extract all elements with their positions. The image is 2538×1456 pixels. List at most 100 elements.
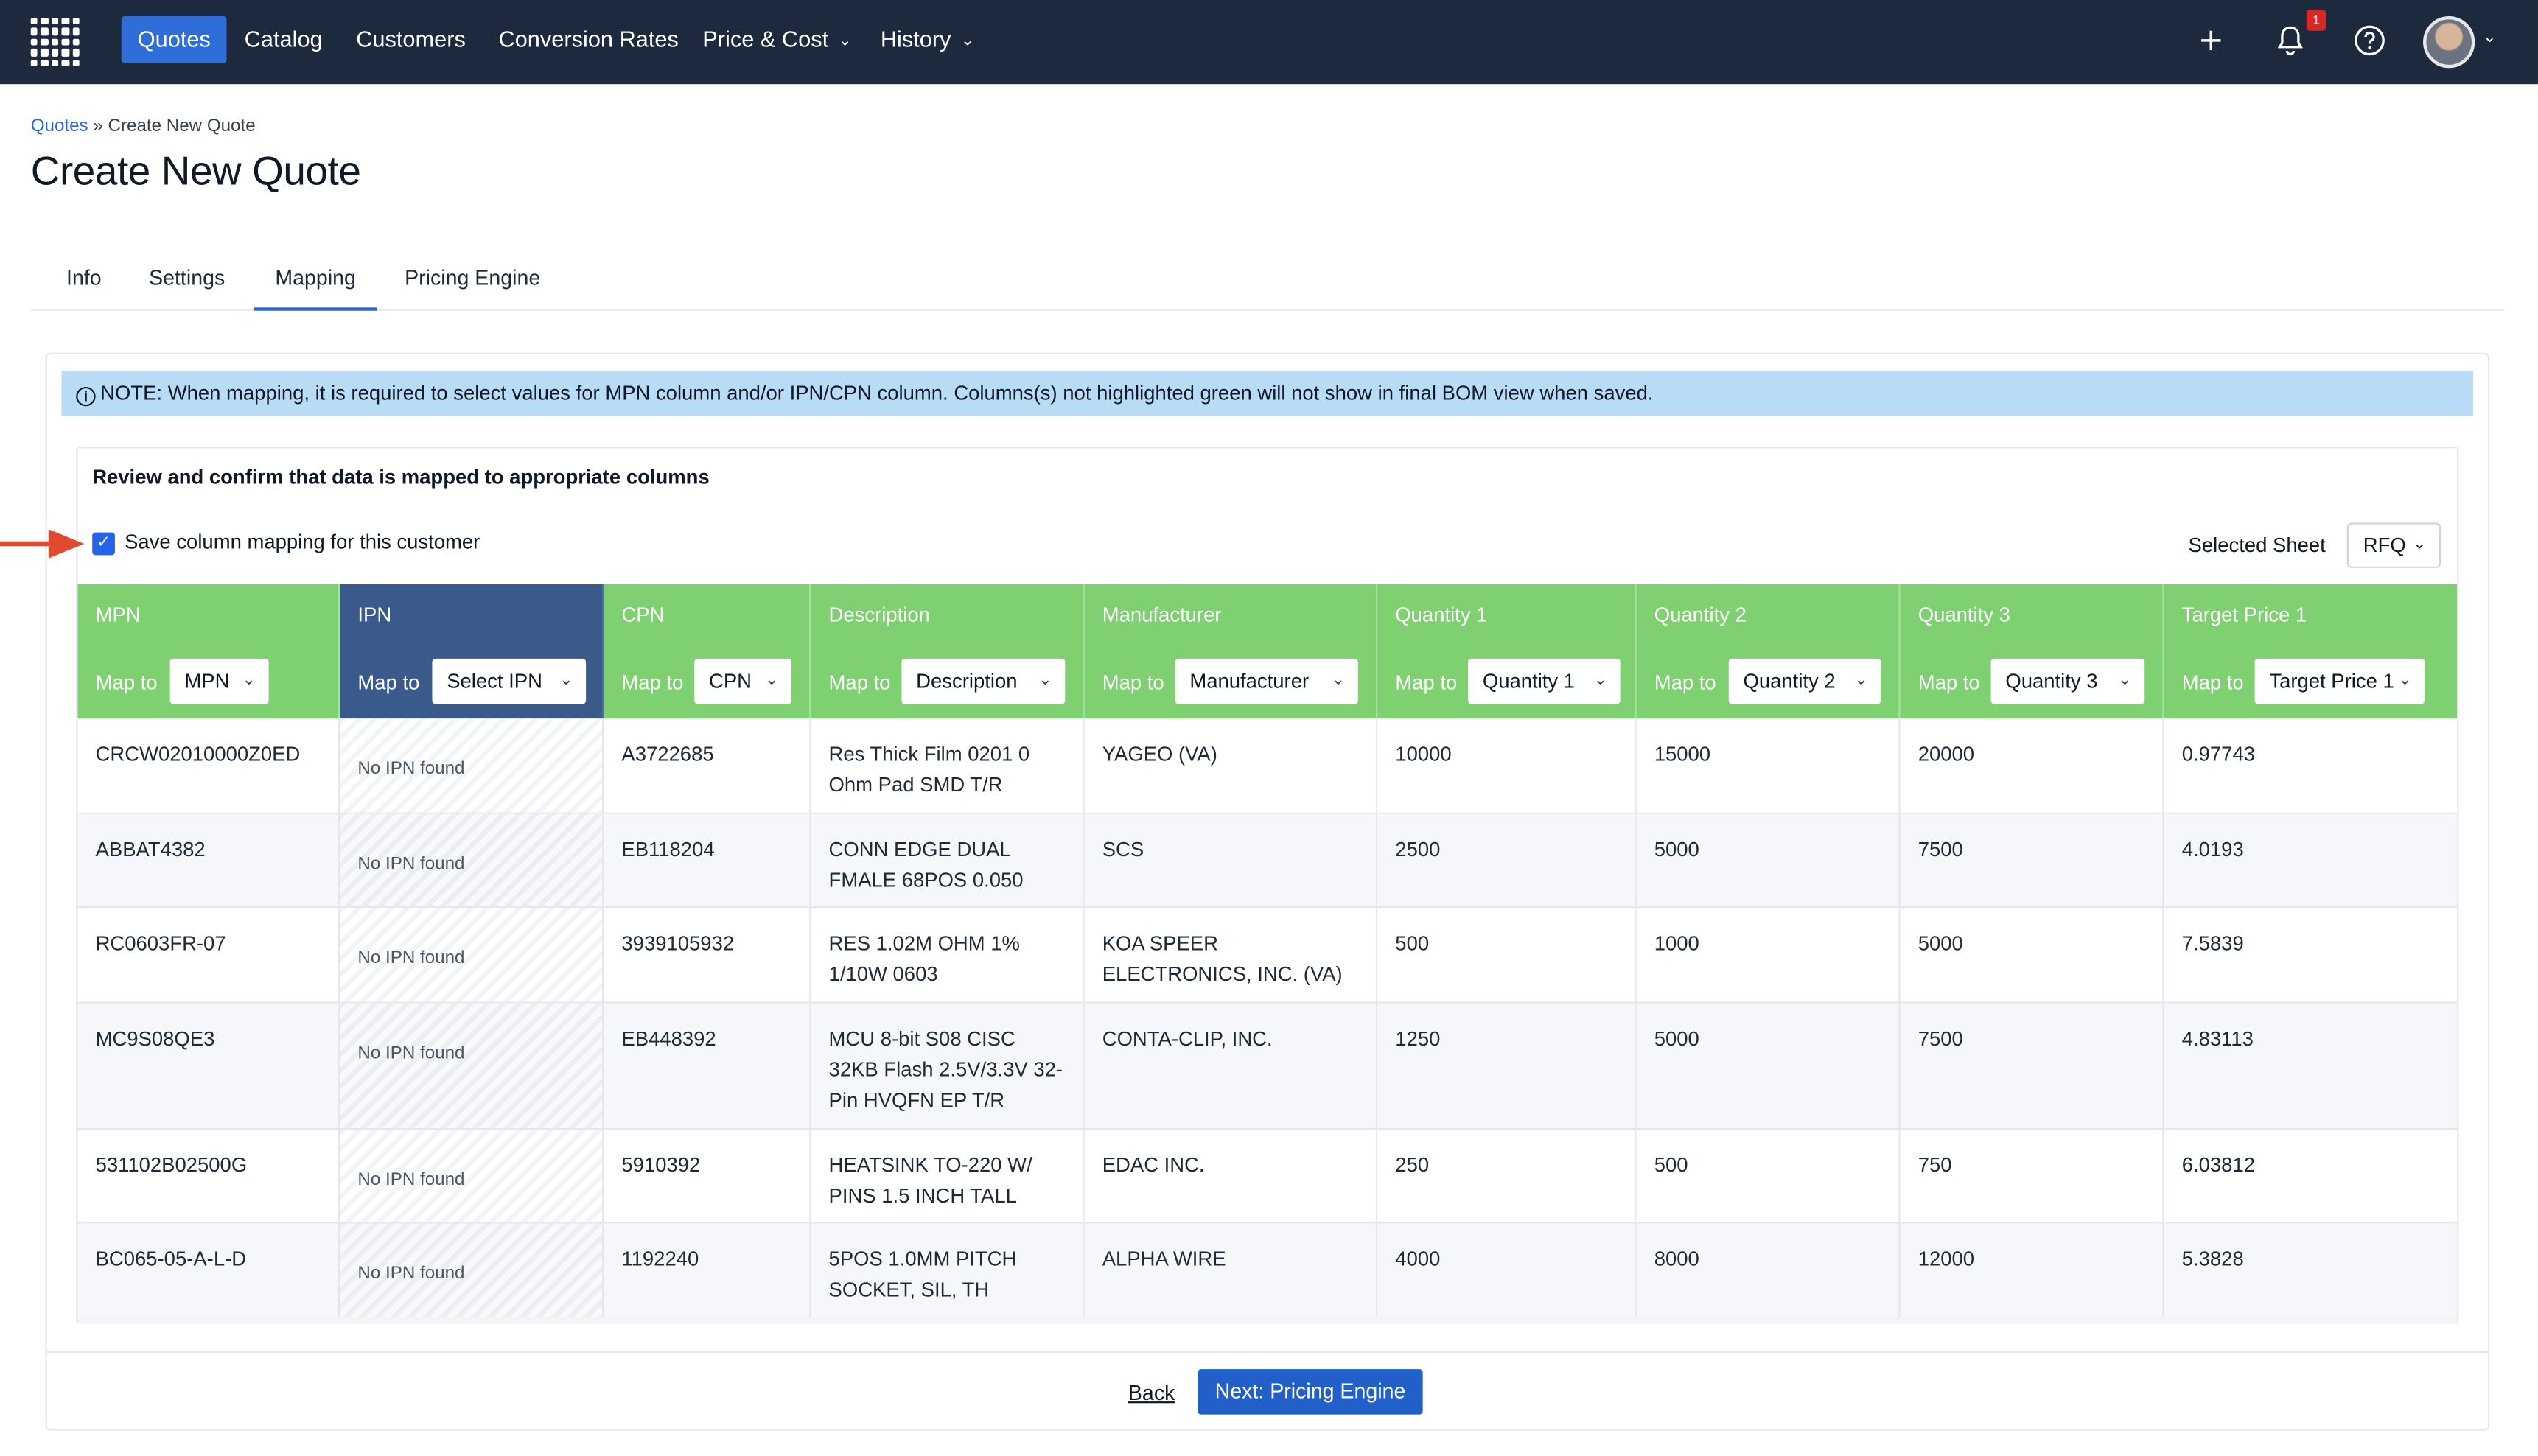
cell-quantity-3: 750 — [1901, 1130, 2164, 1222]
table-row: BC065-05-A-L-D No IPN found 1192240 5POS… — [77, 1223, 2458, 1320]
tab-info[interactable]: Info — [66, 265, 102, 290]
next-pricing-engine-button[interactable]: Next: Pricing Engine — [1198, 1369, 1423, 1415]
map-select-description[interactable]: Description ⌄ — [901, 658, 1066, 704]
cell-target-price-1: 0.97743 — [2181, 743, 2255, 766]
column-header-mpn: MPN Map to MPN ⌄ — [77, 584, 340, 719]
save-mapping-checkbox[interactable]: ✓ — [92, 532, 115, 556]
map-to-label: Map to — [95, 671, 158, 695]
column-header-target-price-1: Target Price 1 Map to Target Price 1 ⌄ — [2164, 584, 2458, 719]
map-select-mpn[interactable]: MPN ⌄ — [169, 658, 269, 704]
cell-description: RES 1.02M OHM 1% 1/10W 0603 — [811, 908, 1085, 1002]
map-select-ipn[interactable]: Select IPN ⌄ — [432, 658, 587, 704]
cell-cpn: EB448392 — [604, 1003, 811, 1128]
page-title: Create New Quote — [30, 149, 361, 195]
table-row: CRCW02010000Z0ED No IPN found A3722685 R… — [77, 718, 2458, 814]
nav-item-catalog[interactable]: Catalog — [244, 26, 323, 52]
nav-item-conversion-rates[interactable]: Conversion Rates — [498, 26, 679, 52]
cell-quantity-2: 1000 — [1637, 908, 1901, 1002]
help-icon[interactable] — [2350, 21, 2389, 60]
back-link[interactable]: Back — [1128, 1380, 1175, 1405]
plus-icon[interactable] — [2192, 21, 2231, 60]
grid-logo-icon[interactable] — [30, 18, 80, 67]
map-to-label: Map to — [1395, 671, 1458, 695]
column-name: MPN — [95, 603, 141, 627]
map-select-cpn[interactable]: CPN ⌄ — [694, 658, 792, 704]
chevron-down-icon[interactable]: ⌄ — [2483, 29, 2497, 47]
map-to-label: Map to — [1654, 671, 1716, 695]
map-to-label: Map to — [357, 671, 420, 695]
chevron-down-icon: ⌄ — [2412, 536, 2427, 554]
chevron-down-icon: ⌄ — [2398, 671, 2412, 690]
map-select-manufacturer[interactable]: Manufacturer ⌄ — [1175, 658, 1358, 704]
sheet-select[interactable]: RFQ ⌄ — [2346, 522, 2441, 568]
cell-manufacturer: CONTA-CLIP, INC. — [1085, 1003, 1378, 1128]
table-scrollbar[interactable] — [77, 1317, 2458, 1324]
chevron-down-icon: ⌄ — [1038, 671, 1052, 690]
cell-ipn: No IPN found — [340, 1223, 604, 1317]
chevron-down-icon: ⌄ — [1331, 671, 1346, 690]
cell-quantity-1: 250 — [1377, 1130, 1637, 1222]
mapping-table: MPN Map to MPN ⌄ IPN Map to Select IPN ⌄ C… — [77, 584, 2458, 1323]
cell-manufacturer: YAGEO (VA) — [1085, 718, 1378, 813]
breadcrumb-current: Create New Quote — [108, 116, 256, 136]
cell-quantity-1: 1250 — [1377, 1003, 1637, 1128]
cell-ipn: No IPN found — [340, 908, 604, 1002]
tab-pricing-engine[interactable]: Pricing Engine — [405, 265, 541, 290]
breadcrumb-separator: » — [93, 116, 103, 136]
chevron-down-icon: ⌄ — [765, 671, 779, 690]
column-name: Quantity 2 — [1654, 603, 1747, 627]
cell-description: CONN EDGE DUAL FMALE 68POS 0.050 — [811, 813, 1085, 906]
table-row: 531102B02500G No IPN found 5910392 HEATS… — [77, 1130, 2458, 1224]
tab-mapping[interactable]: Mapping — [254, 246, 377, 311]
cell-quantity-2: 500 — [1637, 1130, 1901, 1222]
map-select-quantity-3[interactable]: Quantity 3 ⌄ — [1990, 658, 2145, 704]
top-navbar: Quotes Catalog Customers Conversion Rate… — [0, 0, 2538, 85]
cell-quantity-3: 20000 — [1901, 718, 2164, 813]
column-header-manufacturer: Manufacturer Map to Manufacturer ⌄ — [1084, 584, 1378, 719]
nav-item-price-cost[interactable]: Price & Cost ⌄ — [686, 16, 867, 63]
chevron-down-icon: ⌄ — [242, 671, 256, 690]
notification-badge: 1 — [2306, 10, 2326, 31]
cell-quantity-3: 12000 — [1901, 1223, 2164, 1317]
bell-icon[interactable] — [2271, 21, 2310, 60]
cell-quantity-3: 7500 — [1901, 813, 2164, 906]
map-select-target-price-1[interactable]: Target Price 1 ⌄ — [2254, 658, 2425, 704]
breadcrumb: Quotes » Create New Quote — [31, 116, 256, 136]
nav-item-customers[interactable]: Customers — [356, 26, 466, 52]
column-header-cpn: CPN Map to CPN ⌄ — [604, 584, 811, 719]
chevron-down-icon: ⌄ — [2118, 671, 2132, 690]
cell-quantity-2: 8000 — [1637, 1223, 1901, 1317]
map-select-quantity-1[interactable]: Quantity 1 ⌄ — [1468, 658, 1621, 704]
column-header-ipn: IPN Map to Select IPN ⌄ — [340, 584, 604, 719]
column-header-quantity-2: Quantity 2 Map to Quantity 2 ⌄ — [1636, 584, 1901, 719]
chevron-down-icon: ⌄ — [1854, 671, 1868, 690]
column-name: Quantity 1 — [1395, 603, 1488, 627]
cell-quantity-1: 500 — [1377, 908, 1637, 1002]
cell-quantity-2: 5000 — [1637, 813, 1901, 906]
save-mapping-label[interactable]: Save column mapping for this customer — [125, 531, 480, 554]
cell-description: MCU 8-bit S08 CISC 32KB Flash 2.5V/3.3V … — [811, 1003, 1085, 1128]
column-name: Manufacturer — [1102, 603, 1222, 627]
cell-quantity-2: 15000 — [1637, 718, 1901, 813]
cell-cpn: 3939105932 — [604, 908, 811, 1002]
table-row: MC9S08QE3 No IPN found EB448392 MCU 8-bi… — [77, 1003, 2458, 1130]
nav-item-history[interactable]: History ⌄ — [864, 16, 990, 63]
map-select-quantity-2[interactable]: Quantity 2 ⌄ — [1728, 658, 1881, 704]
cell-mpn: MC9S08QE3 — [77, 1003, 340, 1128]
column-header-quantity-1: Quantity 1 Map to Quantity 1 ⌄ — [1377, 584, 1637, 719]
column-name: IPN — [357, 603, 392, 627]
cell-manufacturer: SCS — [1085, 813, 1378, 906]
breadcrumb-link-quotes[interactable]: Quotes — [30, 116, 88, 136]
cell-quantity-1: 2500 — [1377, 813, 1637, 906]
map-to-label: Map to — [1918, 671, 1980, 695]
cell-description: 5POS 1.0MM PITCH SOCKET, SIL, TH — [811, 1223, 1085, 1317]
note-text: NOTE: When mapping, it is required to se… — [100, 382, 1654, 405]
cell-cpn: EB118204 — [604, 813, 811, 906]
tab-settings[interactable]: Settings — [149, 265, 226, 290]
chevron-down-icon: ⌄ — [559, 671, 573, 690]
nav-item-quotes[interactable]: Quotes — [121, 15, 227, 63]
table-row: ABBAT4382 No IPN found EB118204 CONN EDG… — [77, 813, 2458, 909]
avatar[interactable] — [2423, 15, 2475, 69]
cell-ipn: No IPN found — [340, 718, 604, 813]
cell-cpn: A3722685 — [604, 718, 811, 813]
